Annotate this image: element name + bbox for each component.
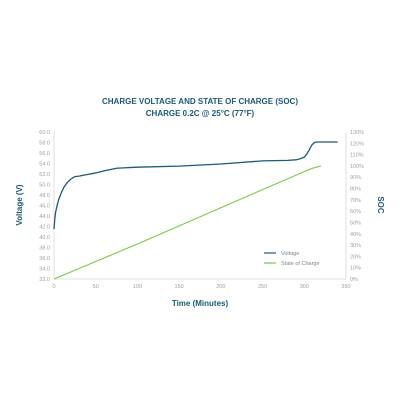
y-axis-label: Voltage (V) (15, 184, 24, 226)
y2-tick-label: 30% (350, 243, 361, 249)
legend-label-state-of-charge: State of Charge (281, 261, 320, 267)
chart-subtitle: CHARGE 0.2C @ 25°C (77°F) (146, 109, 255, 118)
series-line-voltage (53, 141, 338, 230)
x-tick-label: 350 (341, 284, 350, 290)
y-tick-label: 60.0 (39, 130, 50, 136)
y-tick-label: 52.0 (39, 172, 50, 178)
x-tick-label: 50 (93, 284, 99, 290)
x-axis-label: Time (Minutes) (172, 299, 229, 308)
x-tick-label: 200 (216, 284, 225, 290)
legend-label-voltage: Voltage (281, 251, 299, 257)
x-ticks: 0 50 100 150 200 250 300 350 (52, 284, 350, 290)
y2-tick-label: 80% (350, 187, 361, 193)
y2-tick-label: 100% (350, 164, 364, 170)
legend: Voltage State of Charge (264, 251, 320, 267)
y-tick-label: 42.0 (39, 225, 50, 231)
y2-tick-label: 60% (350, 209, 361, 215)
y2-tick-label: 40% (350, 232, 361, 238)
y-tick-label: 44.0 (39, 214, 50, 220)
y2-axis-label: SOC (376, 196, 385, 214)
x-tick-label: 300 (300, 284, 309, 290)
chart-title: CHARGE VOLTAGE AND STATE OF CHARGE (SOC) (102, 97, 298, 106)
x-tick-label: 0 (52, 284, 55, 290)
y-ticks-right: 0% 10% 20% 30% 40% 50% 60% 70% 80% 90% 100% 110% 120… (350, 130, 364, 283)
y2-tick-label: 50% (350, 220, 361, 226)
y-tick-label: 34.0 (39, 267, 50, 273)
y2-tick-label: 110% (350, 153, 364, 159)
y-tick-label: 40.0 (39, 235, 50, 241)
y-tick-label: 54.0 (39, 162, 50, 168)
y2-tick-label: 120% (350, 141, 364, 147)
y2-tick-label: 20% (350, 254, 361, 260)
y2-tick-label: 0% (350, 277, 358, 283)
y-tick-label: 50.0 (39, 183, 50, 189)
y-tick-label: 56.0 (39, 151, 50, 157)
y2-tick-label: 10% (350, 266, 361, 272)
y2-tick-label: 70% (350, 198, 361, 204)
y-ticks-left: 32.0 34.0 36.0 38.0 40.0 42.0 44.0 46.0 48.0 50.0… (39, 130, 50, 283)
y-tick-label: 46.0 (39, 204, 50, 210)
x-tick-label: 100 (133, 284, 142, 290)
x-tick-label: 150 (175, 284, 184, 290)
y2-tick-label: 90% (350, 175, 361, 181)
y2-tick-label: 130% (350, 130, 364, 136)
y-tick-label: 58.0 (39, 141, 50, 147)
x-tick-label: 250 (258, 284, 267, 290)
y-tick-label: 48.0 (39, 193, 50, 199)
y-tick-label: 32.0 (39, 277, 50, 283)
y-tick-label: 36.0 (39, 256, 50, 262)
series-line-state-of-charge (53, 165, 322, 280)
y-tick-label: 38.0 (39, 246, 50, 252)
